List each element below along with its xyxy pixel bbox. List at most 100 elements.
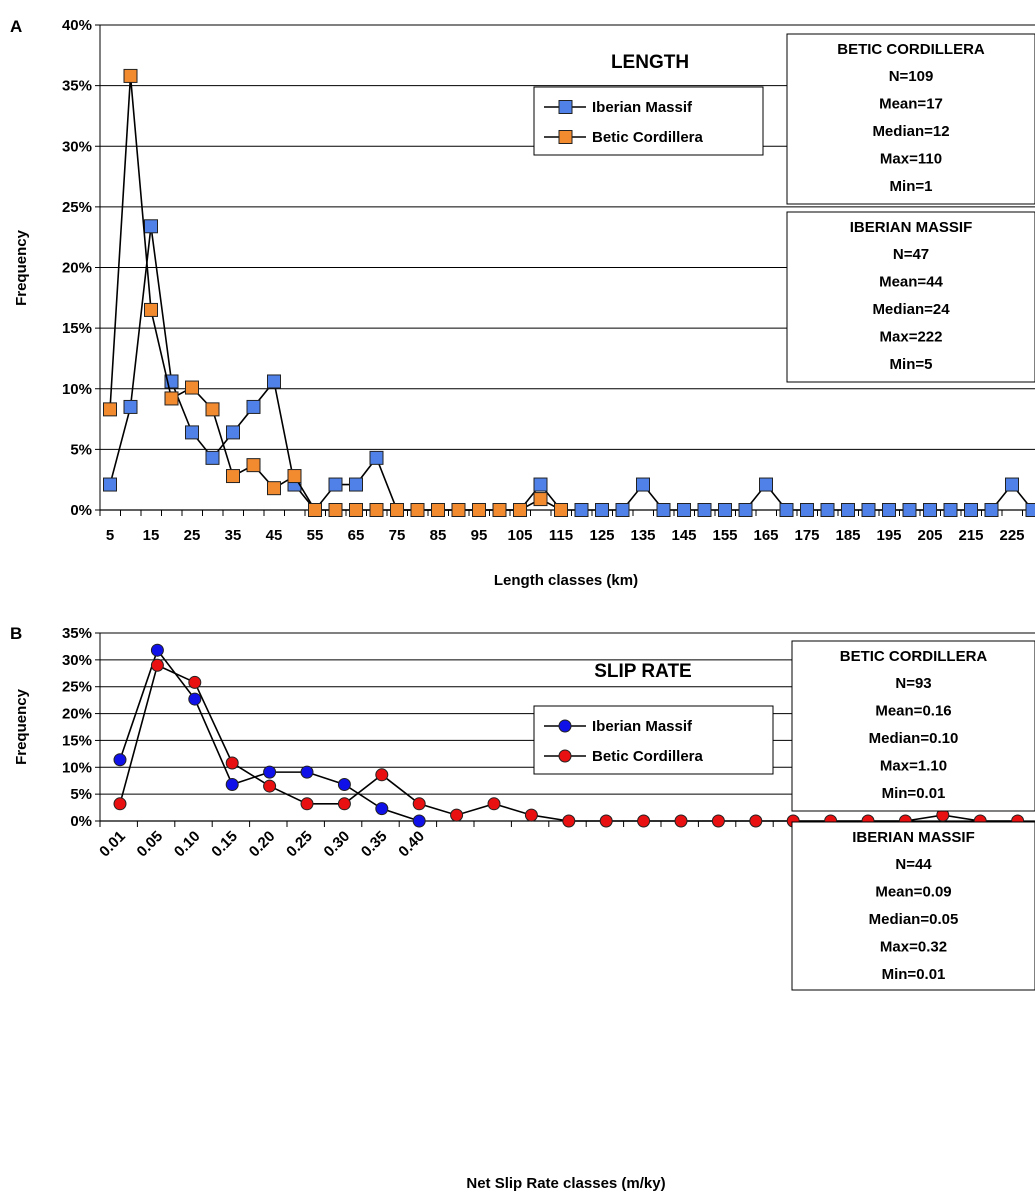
series-line <box>109 226 1034 512</box>
legend-label: Betic Cordillera <box>592 748 704 765</box>
data-point <box>267 481 281 496</box>
chart-title: SLIP RATE <box>594 661 691 682</box>
data-point <box>410 503 425 517</box>
data-point <box>375 802 389 816</box>
x-axis-title: Net Slip Rate classes (m/ky) <box>466 1175 665 1192</box>
legend-marker <box>558 100 573 114</box>
x-tick-label: 95 <box>471 527 488 544</box>
data-point <box>492 503 507 517</box>
y-tick-label: 10% <box>62 381 92 398</box>
stats-box-line: Max=110 <box>880 151 942 168</box>
data-point <box>103 402 117 417</box>
data-point <box>308 503 322 517</box>
x-tick-label: 0.15 <box>208 828 241 861</box>
x-tick-label: 105 <box>507 527 532 544</box>
data-point <box>943 503 958 517</box>
x-tick-label: 75 <box>389 527 406 544</box>
y-tick-label: 15% <box>62 320 92 337</box>
data-point <box>902 503 917 517</box>
data-point <box>882 503 896 517</box>
x-tick-label: 0.40 <box>395 828 428 861</box>
chart-panel-b: B0%5%10%15%20%25%30%35%0.01 0.05 0.10 0.15 0… <box>10 624 1035 1192</box>
stats-box: BETIC CORDILLERA N=93 Mean=0.16 Median=0.10… <box>791 640 1035 812</box>
x-tick-label: 195 <box>876 527 901 544</box>
data-point <box>412 814 426 828</box>
data-point <box>246 399 261 414</box>
x-tick-label: 115 <box>549 527 573 544</box>
stats-box-title: BETIC CORDILLERA <box>837 41 985 58</box>
stats-box-line: Max=0.32 <box>880 939 947 956</box>
legend-marker <box>558 130 573 144</box>
data-point <box>263 765 277 779</box>
data-point <box>337 797 351 811</box>
data-point <box>711 814 725 828</box>
data-point <box>225 756 239 770</box>
data-point <box>300 797 314 811</box>
stats-box-line: Mean=0.09 <box>875 884 951 901</box>
x-tick-label: 0.05 <box>134 828 167 861</box>
data-point <box>738 503 753 517</box>
stats-box-title: IBERIAN MASSIF <box>850 219 973 236</box>
data-point <box>533 477 548 492</box>
series-line <box>109 75 562 511</box>
data-point <box>599 814 613 828</box>
data-point <box>656 503 671 517</box>
data-point <box>554 503 568 517</box>
data-point <box>123 399 138 414</box>
data-point <box>150 643 164 657</box>
y-axis-title: Frequency <box>13 688 30 765</box>
data-point <box>412 797 426 811</box>
y-tick-label: 35% <box>62 78 92 95</box>
x-tick-label: 135 <box>630 527 655 544</box>
chart-title: LENGTH <box>611 52 689 73</box>
data-point <box>800 503 814 517</box>
data-point <box>188 675 202 689</box>
data-point <box>267 374 281 389</box>
data-point <box>144 302 158 317</box>
y-tick-label: 30% <box>62 652 92 669</box>
stats-box-line: N=44 <box>895 856 932 873</box>
y-tick-label: 15% <box>62 732 92 749</box>
data-point <box>533 492 548 507</box>
series-betic-cordillera <box>103 68 568 517</box>
data-point <box>450 808 464 822</box>
data-point <box>923 503 937 517</box>
x-tick-label: 0.20 <box>246 828 279 861</box>
data-point <box>103 477 117 492</box>
data-point <box>472 503 486 517</box>
x-tick-label: 45 <box>266 527 283 544</box>
stats-box-line: Min=0.01 <box>882 785 946 802</box>
stats-box-line: Max=222 <box>880 329 943 346</box>
y-tick-label: 30% <box>62 138 92 155</box>
data-point <box>861 503 876 517</box>
data-point <box>328 503 343 517</box>
stats-box-line: Median=24 <box>872 301 950 318</box>
stats-box-line: Min=5 <box>890 356 933 373</box>
x-tick-label: 0.10 <box>171 828 204 861</box>
data-point <box>759 477 773 492</box>
data-point <box>263 779 277 793</box>
x-tick-label: 215 <box>958 527 983 544</box>
legend-label: Iberian Massif <box>592 99 693 116</box>
data-point <box>369 450 384 465</box>
data-point <box>328 477 343 492</box>
data-point <box>524 808 538 822</box>
x-tick-label: 155 <box>712 527 737 544</box>
data-point <box>841 503 855 517</box>
stats-box-line: Max=1.10 <box>880 758 947 775</box>
stats-box-title: BETIC CORDILLERA <box>840 648 988 665</box>
stats-box-line: N=109 <box>889 68 934 85</box>
data-point <box>205 450 220 465</box>
data-point <box>513 503 527 517</box>
x-tick-label: 0.25 <box>283 828 316 861</box>
y-axis-title: Frequency <box>13 229 30 306</box>
y-tick-label: 0% <box>70 502 92 519</box>
legend-marker <box>558 719 572 733</box>
data-point <box>246 458 261 473</box>
y-tick-label: 0% <box>70 813 92 830</box>
data-point <box>574 503 589 517</box>
y-tick-label: 20% <box>62 260 92 277</box>
data-point <box>615 503 630 517</box>
stats-box: BETIC CORDILLERA N=109 Mean=17 Median=12 Max… <box>786 33 1035 205</box>
